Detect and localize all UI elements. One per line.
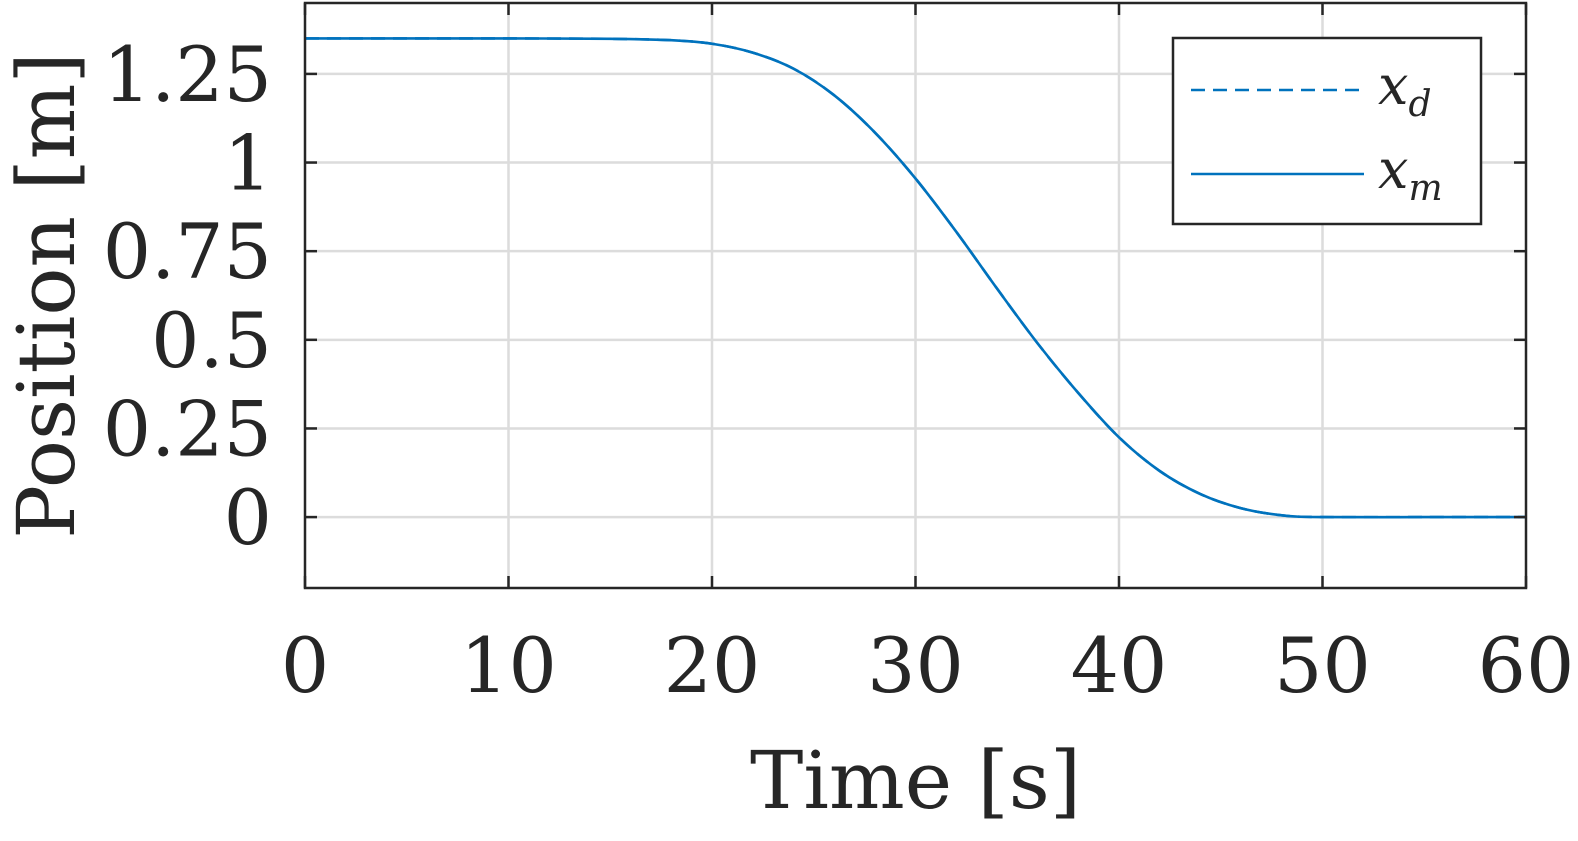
y-tick-label-5: 1.25 [103,30,272,119]
x-axis-title: Time [s] [750,734,1081,827]
y-tick-label-4: 1 [224,119,272,208]
y-tick-label-2: 0.5 [151,296,272,385]
legend-label-xd-main: x [1378,54,1408,117]
x-tick-label-6: 60 [1478,621,1575,710]
y-axis-title: Position [m] [0,52,93,539]
series-line-xm [305,37,1526,519]
legend-box [1171,36,1483,226]
y-tick-label-1: 0.25 [103,384,272,473]
legend-label-xm-main: x [1378,138,1408,201]
axis-ticks [303,3,1528,588]
x-tick-label-3: 30 [867,621,964,710]
legend-label-xd: xd [1378,54,1432,125]
legend-label-xm: xm [1378,138,1443,209]
x-tick-label-1: 10 [460,621,557,710]
x-tick-label-4: 40 [1071,621,1168,710]
x-tick-label-0: 0 [281,621,329,710]
y-tick-label-0: 0 [224,473,272,562]
legend: xd xm [1171,36,1483,226]
series-layer [305,37,1526,519]
y-tick-label-3: 0.75 [103,207,272,296]
legend-label-xm-sub: m [1408,168,1442,209]
x-tick-label-2: 20 [664,621,761,710]
x-tick-label-5: 50 [1274,621,1371,710]
legend-label-xd-sub: d [1408,84,1431,125]
